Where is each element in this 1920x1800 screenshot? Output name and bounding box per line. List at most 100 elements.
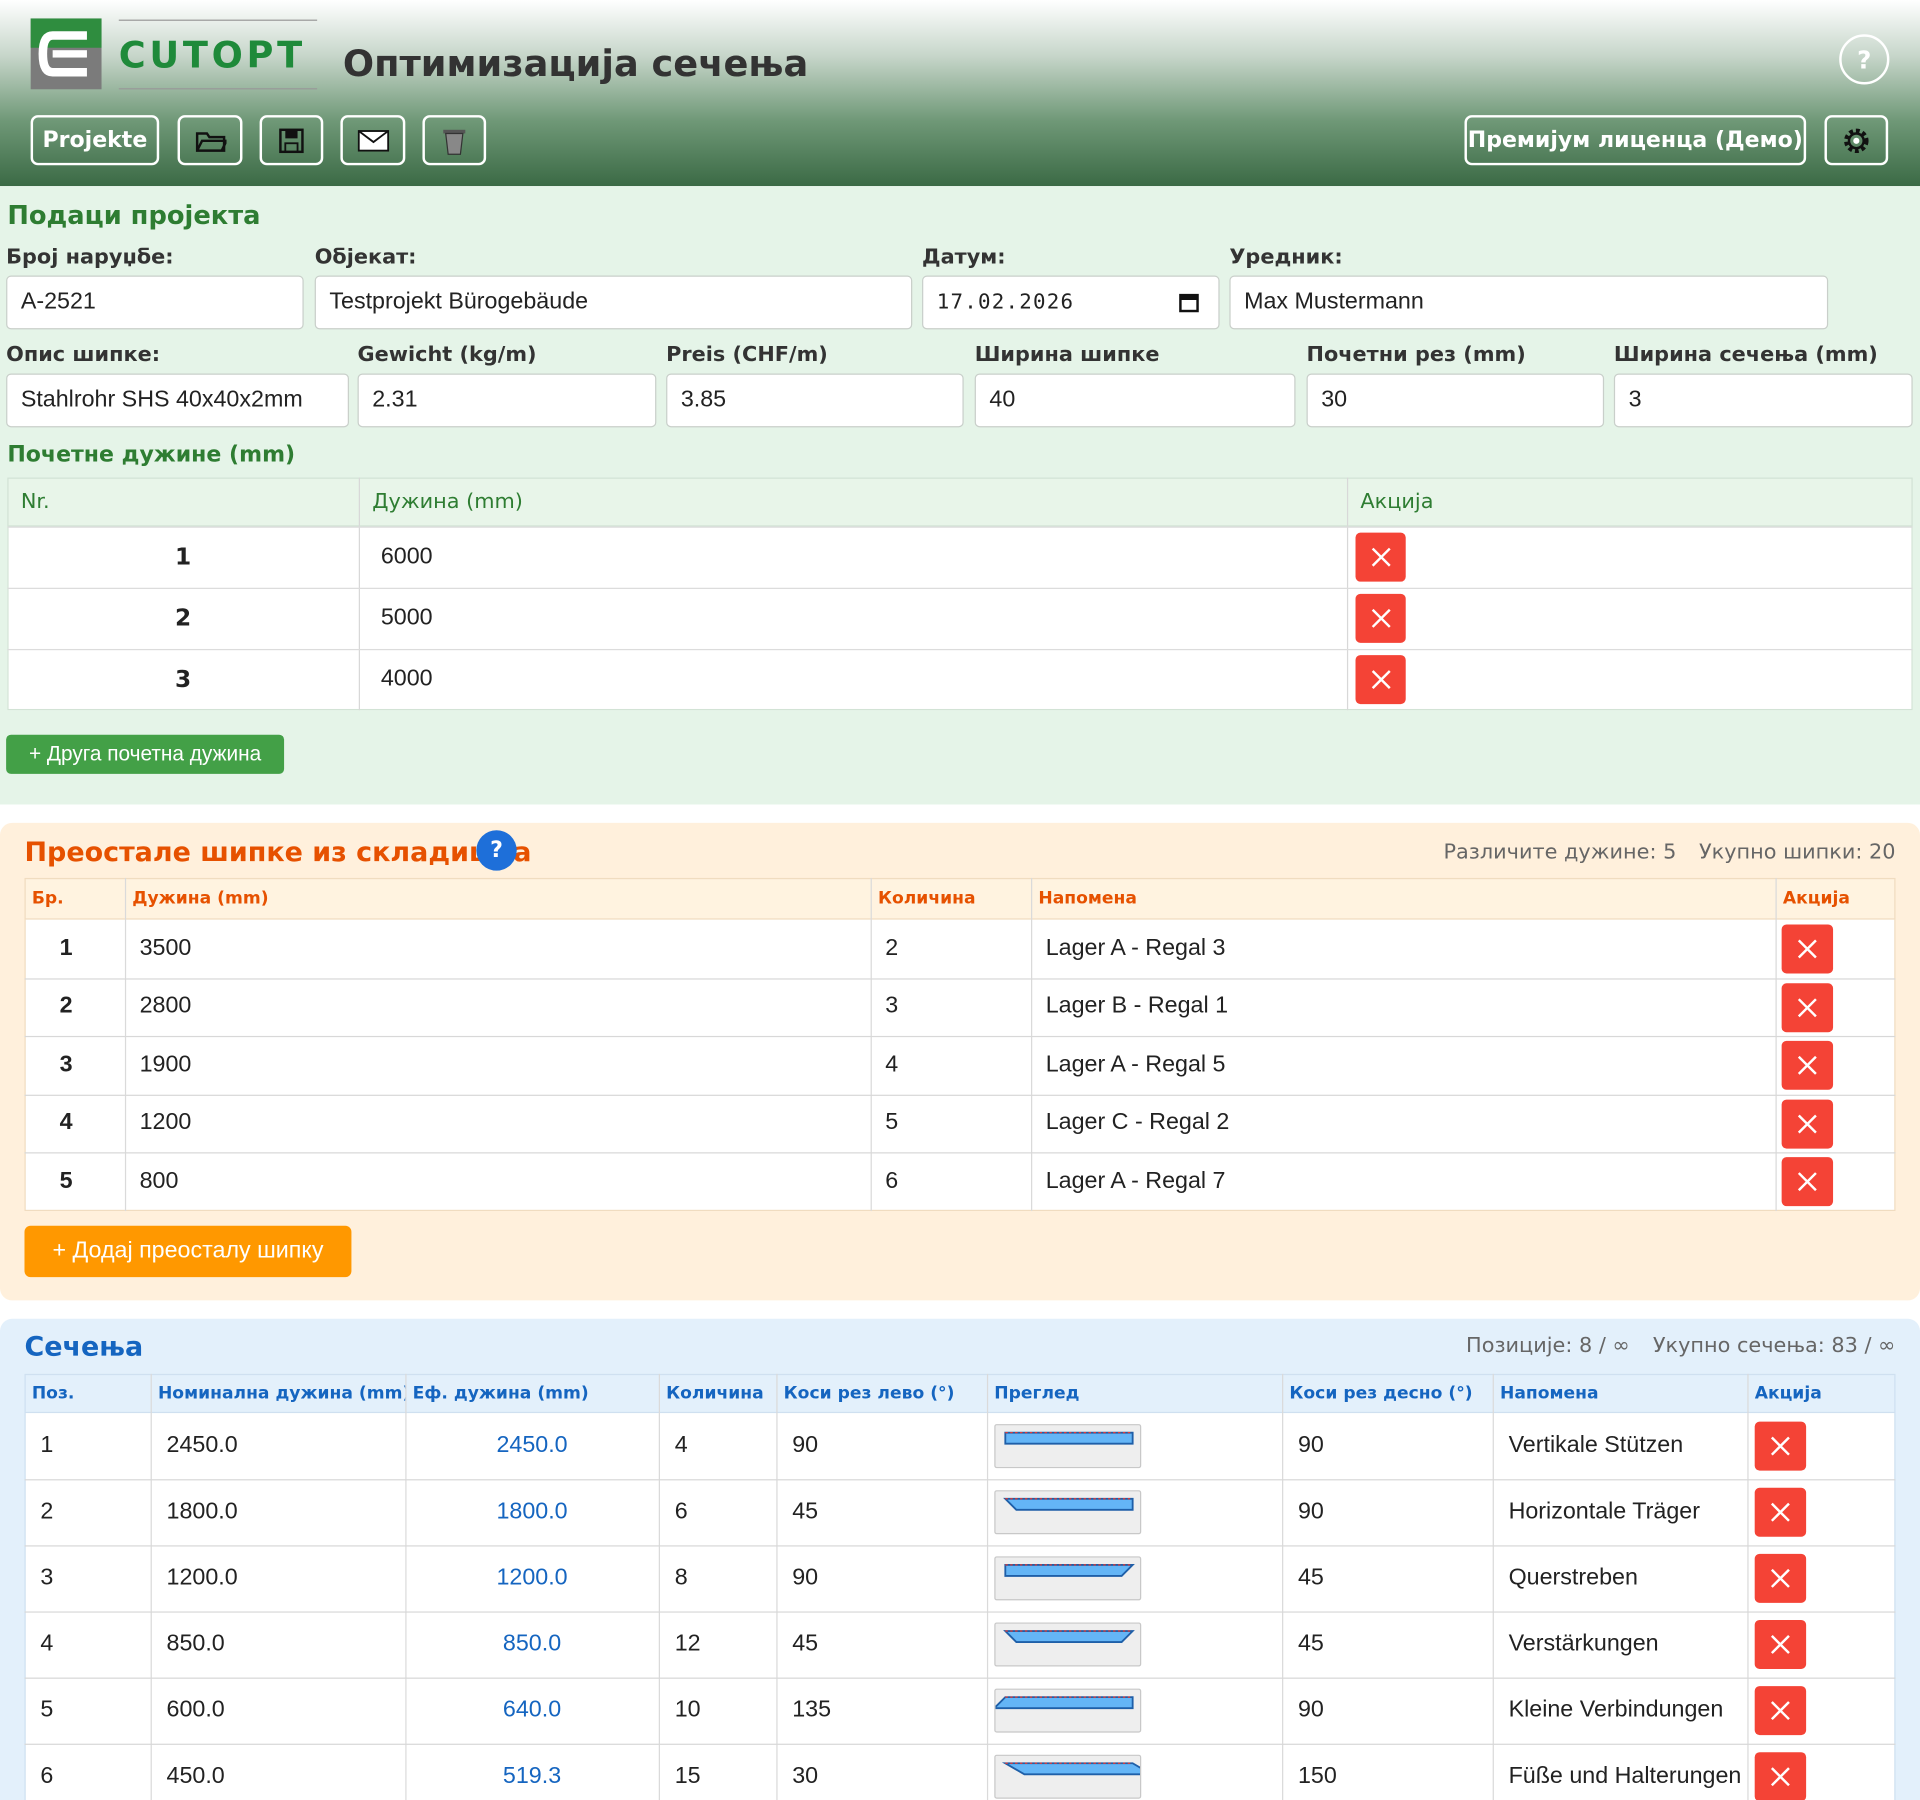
delete-button[interactable] <box>1754 1620 1807 1669</box>
cell-effective: 640.0 <box>502 1697 562 1723</box>
cell-quantity: 10 <box>674 1697 701 1723</box>
close-icon <box>1797 1055 1817 1075</box>
delete-button[interactable] <box>1754 1686 1807 1736</box>
column-divider <box>986 1373 989 1800</box>
cell-nominal: 600.0 <box>166 1697 225 1723</box>
delete-button[interactable] <box>1754 1553 1807 1603</box>
cell-note: Lager B - Regal 1 <box>1045 993 1229 1020</box>
delete-button[interactable] <box>1781 982 1834 1032</box>
delete-button[interactable] <box>1781 1098 1834 1148</box>
field-label: Preis (CHF/m) <box>666 342 828 368</box>
delete-button[interactable] <box>1781 924 1834 974</box>
cut-preview <box>994 1424 1142 1469</box>
delete-button[interactable] <box>1754 1487 1807 1537</box>
add-stock-button[interactable]: + Додај преосталу шипку <box>24 1225 352 1278</box>
input-field[interactable]: 3 <box>1613 373 1913 428</box>
cell-angle_left: 30 <box>792 1763 819 1789</box>
length-value: 4000 <box>380 666 433 692</box>
input-field[interactable]: 30 <box>1306 373 1605 428</box>
input-field[interactable]: Stahlrohr SHS 40x40x2mm <box>6 373 349 428</box>
field-label: Почетни рез (mm) <box>1306 342 1526 368</box>
help-badge[interactable]: ? <box>476 830 517 871</box>
save-icon <box>279 127 304 153</box>
input-field[interactable]: 17.02.2026 <box>922 275 1220 330</box>
row-number: 2 <box>174 604 192 632</box>
settings-button[interactable] <box>1824 115 1889 166</box>
field-label: Датум: <box>922 244 1006 270</box>
cell-nominal: 850.0 <box>166 1631 225 1657</box>
column-divider <box>1492 1373 1494 1800</box>
column-header: Поз. <box>31 1383 75 1404</box>
cell-nr: 5 <box>59 1167 73 1194</box>
close-icon <box>1371 670 1391 690</box>
cell-note: Vertikale Stützen <box>1508 1432 1684 1459</box>
input-field[interactable]: Max Mustermann <box>1229 275 1829 330</box>
mail-button[interactable] <box>340 115 406 166</box>
delete-button[interactable] <box>1355 593 1406 643</box>
app-title: Оптимизација сечења <box>342 42 809 86</box>
cell-angle_left: 45 <box>792 1631 819 1657</box>
cell-angle_left: 90 <box>792 1564 819 1591</box>
column-header: Акција <box>1782 888 1850 909</box>
input-field[interactable]: Testprojekt Bürogebäude <box>314 275 913 330</box>
input-field[interactable]: 3.85 <box>666 373 964 428</box>
cell-quantity: 3 <box>885 993 899 1020</box>
close-icon <box>1770 1436 1790 1456</box>
delete-button[interactable] <box>1754 1752 1807 1800</box>
cell-effective: 850.0 <box>502 1631 562 1657</box>
cell-pos: 6 <box>40 1763 54 1789</box>
column-divider <box>1747 1373 1749 1800</box>
column-header: Напомена <box>1500 1383 1599 1404</box>
cell-angle_left: 45 <box>792 1498 819 1525</box>
trash-icon <box>443 129 466 155</box>
cut-preview <box>994 1556 1142 1601</box>
delete-button[interactable] <box>1781 1157 1834 1207</box>
cell-quantity: 6 <box>885 1167 899 1194</box>
delete-button[interactable] <box>1781 1040 1834 1090</box>
close-icon <box>1770 1767 1790 1787</box>
help-button[interactable]: ? <box>1839 34 1890 85</box>
logo <box>30 18 102 90</box>
logo-rule <box>118 88 318 90</box>
cell-effective: 1200.0 <box>496 1564 568 1591</box>
projects-button[interactable]: Projekte <box>30 115 160 166</box>
cell-nominal: 450.0 <box>166 1763 225 1789</box>
cell-effective: 1800.0 <box>496 1498 568 1525</box>
row-divider <box>7 587 1913 589</box>
delete-button[interactable] <box>1754 1421 1807 1471</box>
calendar-glyph <box>1179 293 1199 313</box>
cell-pos: 1 <box>40 1432 54 1459</box>
row-divider <box>24 1611 1896 1613</box>
cell-angle_right: 45 <box>1297 1564 1324 1591</box>
column-header: Номинална дужина (mm) <box>157 1383 406 1404</box>
delete-button[interactable] <box>1355 655 1406 705</box>
input-field[interactable]: A-2521 <box>6 275 304 330</box>
cell-note: Lager C - Regal 2 <box>1045 1109 1230 1136</box>
column-divider <box>124 877 127 1211</box>
input-field[interactable]: 40 <box>974 373 1296 428</box>
open-button[interactable] <box>177 115 243 166</box>
add-length-button[interactable]: + Друга почетна дужина <box>6 734 285 774</box>
license-button[interactable]: Премијум лиценца (Демо) <box>1464 115 1807 166</box>
cut-shape <box>1004 1563 1135 1577</box>
header: CUTOPT Оптимизација сечења ? Projekte Пр… <box>0 0 1920 187</box>
subsection-title: Почетне дужине (mm) <box>7 441 296 468</box>
delete-button[interactable] <box>1355 532 1406 582</box>
table-header <box>7 477 1913 527</box>
input-field[interactable]: 2.31 <box>357 373 657 428</box>
cut-preview <box>994 1490 1142 1535</box>
cell-pos: 3 <box>40 1564 54 1591</box>
cut-shape <box>1004 1431 1134 1445</box>
delete-project-button[interactable] <box>422 115 487 166</box>
brand: CUTOPT <box>118 33 306 77</box>
cell-note: Füße und Halterungen <box>1508 1763 1740 1789</box>
column-header: Коси рез десно (°) <box>1289 1383 1473 1404</box>
cell-quantity: 4 <box>674 1432 688 1459</box>
column-divider <box>658 1373 660 1800</box>
cell-quantity: 5 <box>885 1109 899 1136</box>
cell-angle_left: 135 <box>792 1697 832 1723</box>
gear-icon <box>1844 127 1869 153</box>
row-number: 3 <box>174 666 192 694</box>
save-button[interactable] <box>259 115 324 166</box>
